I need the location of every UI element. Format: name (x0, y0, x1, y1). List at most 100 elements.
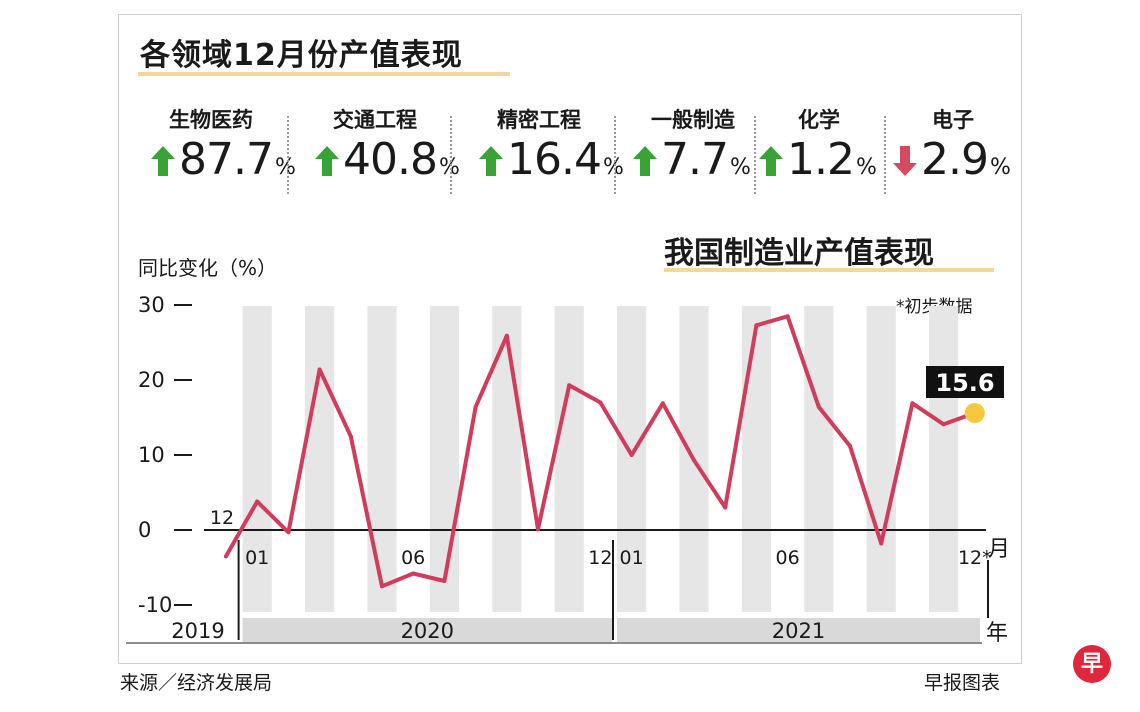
metric-label: 交通工程 (333, 108, 417, 132)
up-arrow-icon (633, 146, 657, 176)
metric-label: 一般制造 (651, 108, 735, 132)
metric-value: 16.4% (478, 134, 628, 185)
data-point (567, 383, 572, 388)
brand-credit: 早报图表 (924, 672, 1001, 694)
metric-unit: % (274, 155, 296, 180)
y-tick-label: 30 (138, 293, 165, 317)
x-tick-label: 01 (245, 547, 269, 569)
data-point (629, 453, 634, 457)
metric-divider (754, 116, 756, 194)
metric-item: 电子 2.9% (878, 104, 1028, 200)
metric-number: 7.7 (661, 134, 729, 185)
series-line (224, 314, 977, 589)
data-point (879, 541, 884, 546)
x-unit-label: 月 (988, 537, 1010, 562)
month-stripe (429, 306, 459, 612)
month-stripe (866, 306, 896, 612)
month-stripe (492, 306, 522, 612)
x-tick-label: 06 (776, 547, 800, 569)
data-point (473, 405, 478, 409)
x-tick-label: 12* (958, 547, 992, 569)
chart-title-highlight (664, 268, 994, 272)
metric-value: 87.7% (150, 134, 300, 185)
last-value-box (926, 366, 1004, 398)
metric-label: 精密工程 (497, 108, 581, 132)
data-point (411, 571, 416, 576)
month-stripe (741, 306, 771, 612)
metric-item: 生物医药 87.7% (136, 104, 296, 200)
month-stripe (554, 306, 584, 612)
month-stripe (242, 306, 272, 612)
metric-number: 40.8 (343, 134, 438, 185)
last-value-label: 15.6 (935, 369, 994, 397)
data-point (816, 405, 821, 409)
month-stripe (804, 306, 834, 612)
data-point (317, 367, 322, 372)
page-title: 各领域12月份产值表现 (140, 38, 463, 73)
up-arrow-icon (315, 146, 339, 176)
year-label: 2021 (772, 619, 825, 643)
data-point (380, 584, 384, 589)
data-point (785, 314, 790, 319)
metric-unit: % (989, 155, 1011, 180)
zaobao-logo: 早 (1073, 645, 1111, 683)
y-tick-label: 20 (138, 368, 165, 392)
title-highlight (138, 72, 510, 76)
data-point (598, 400, 603, 405)
data-point (536, 527, 540, 532)
logo-text: 早 (1081, 652, 1103, 677)
metric-number: 87.7 (179, 134, 274, 185)
x-tick-label: 06 (401, 547, 425, 569)
down-arrow-icon (893, 146, 917, 176)
metric-item: 交通工程 40.8% (300, 104, 460, 200)
metric-item: 一般制造 7.7% (618, 104, 768, 200)
year-unit-label: 年 (986, 621, 1008, 646)
data-point (348, 434, 353, 439)
metric-value: 7.7% (632, 134, 782, 185)
data-point (941, 422, 946, 427)
x-tick-label: 01 (620, 547, 644, 569)
metric-label: 电子 (932, 108, 974, 132)
metric-label: 化学 (798, 108, 840, 132)
metric-value: 40.8% (314, 134, 464, 185)
year-label: 2019 (171, 619, 224, 643)
x-tick-label: 12 (588, 547, 612, 569)
source-credit: 来源／经济发展局 (120, 672, 273, 694)
metric-divider (884, 116, 886, 194)
month-stripe (617, 306, 647, 612)
metric-label: 生物医药 (169, 108, 253, 132)
metric-unit: % (729, 155, 751, 180)
metric-item: 精密工程 16.4% (464, 104, 624, 200)
up-arrow-icon (151, 146, 175, 176)
data-point (723, 505, 728, 510)
up-arrow-icon (479, 146, 503, 176)
metric-value: 2.9% (892, 134, 1042, 185)
metric-number: 16.4 (507, 134, 602, 185)
data-point (660, 401, 665, 406)
data-point (442, 579, 447, 583)
metric-unit: % (602, 155, 624, 180)
year-band (617, 618, 980, 642)
y-tick-label: 0 (138, 518, 151, 542)
data-point (754, 323, 759, 328)
month-stripe (305, 306, 335, 612)
metric-divider (614, 116, 616, 194)
metric-divider (287, 116, 289, 194)
metric-unit: % (438, 155, 460, 180)
y-tick-label: -10 (138, 593, 172, 617)
year-label: 2020 (401, 619, 454, 643)
data-point (692, 458, 696, 463)
metric-item: 化学 1.2% (744, 104, 894, 200)
data-point (910, 401, 915, 406)
month-stripe (367, 306, 397, 612)
data-point (848, 444, 852, 448)
data-point (286, 530, 291, 535)
metric-divider (450, 116, 452, 194)
last-point-marker (964, 403, 985, 423)
data-point (504, 333, 509, 338)
chart-title: 我国制造业产值表现 (664, 236, 934, 271)
x-tick-label: 12 (210, 507, 234, 529)
y-axis-label: 同比变化（%） (138, 256, 278, 280)
year-band (242, 618, 612, 642)
